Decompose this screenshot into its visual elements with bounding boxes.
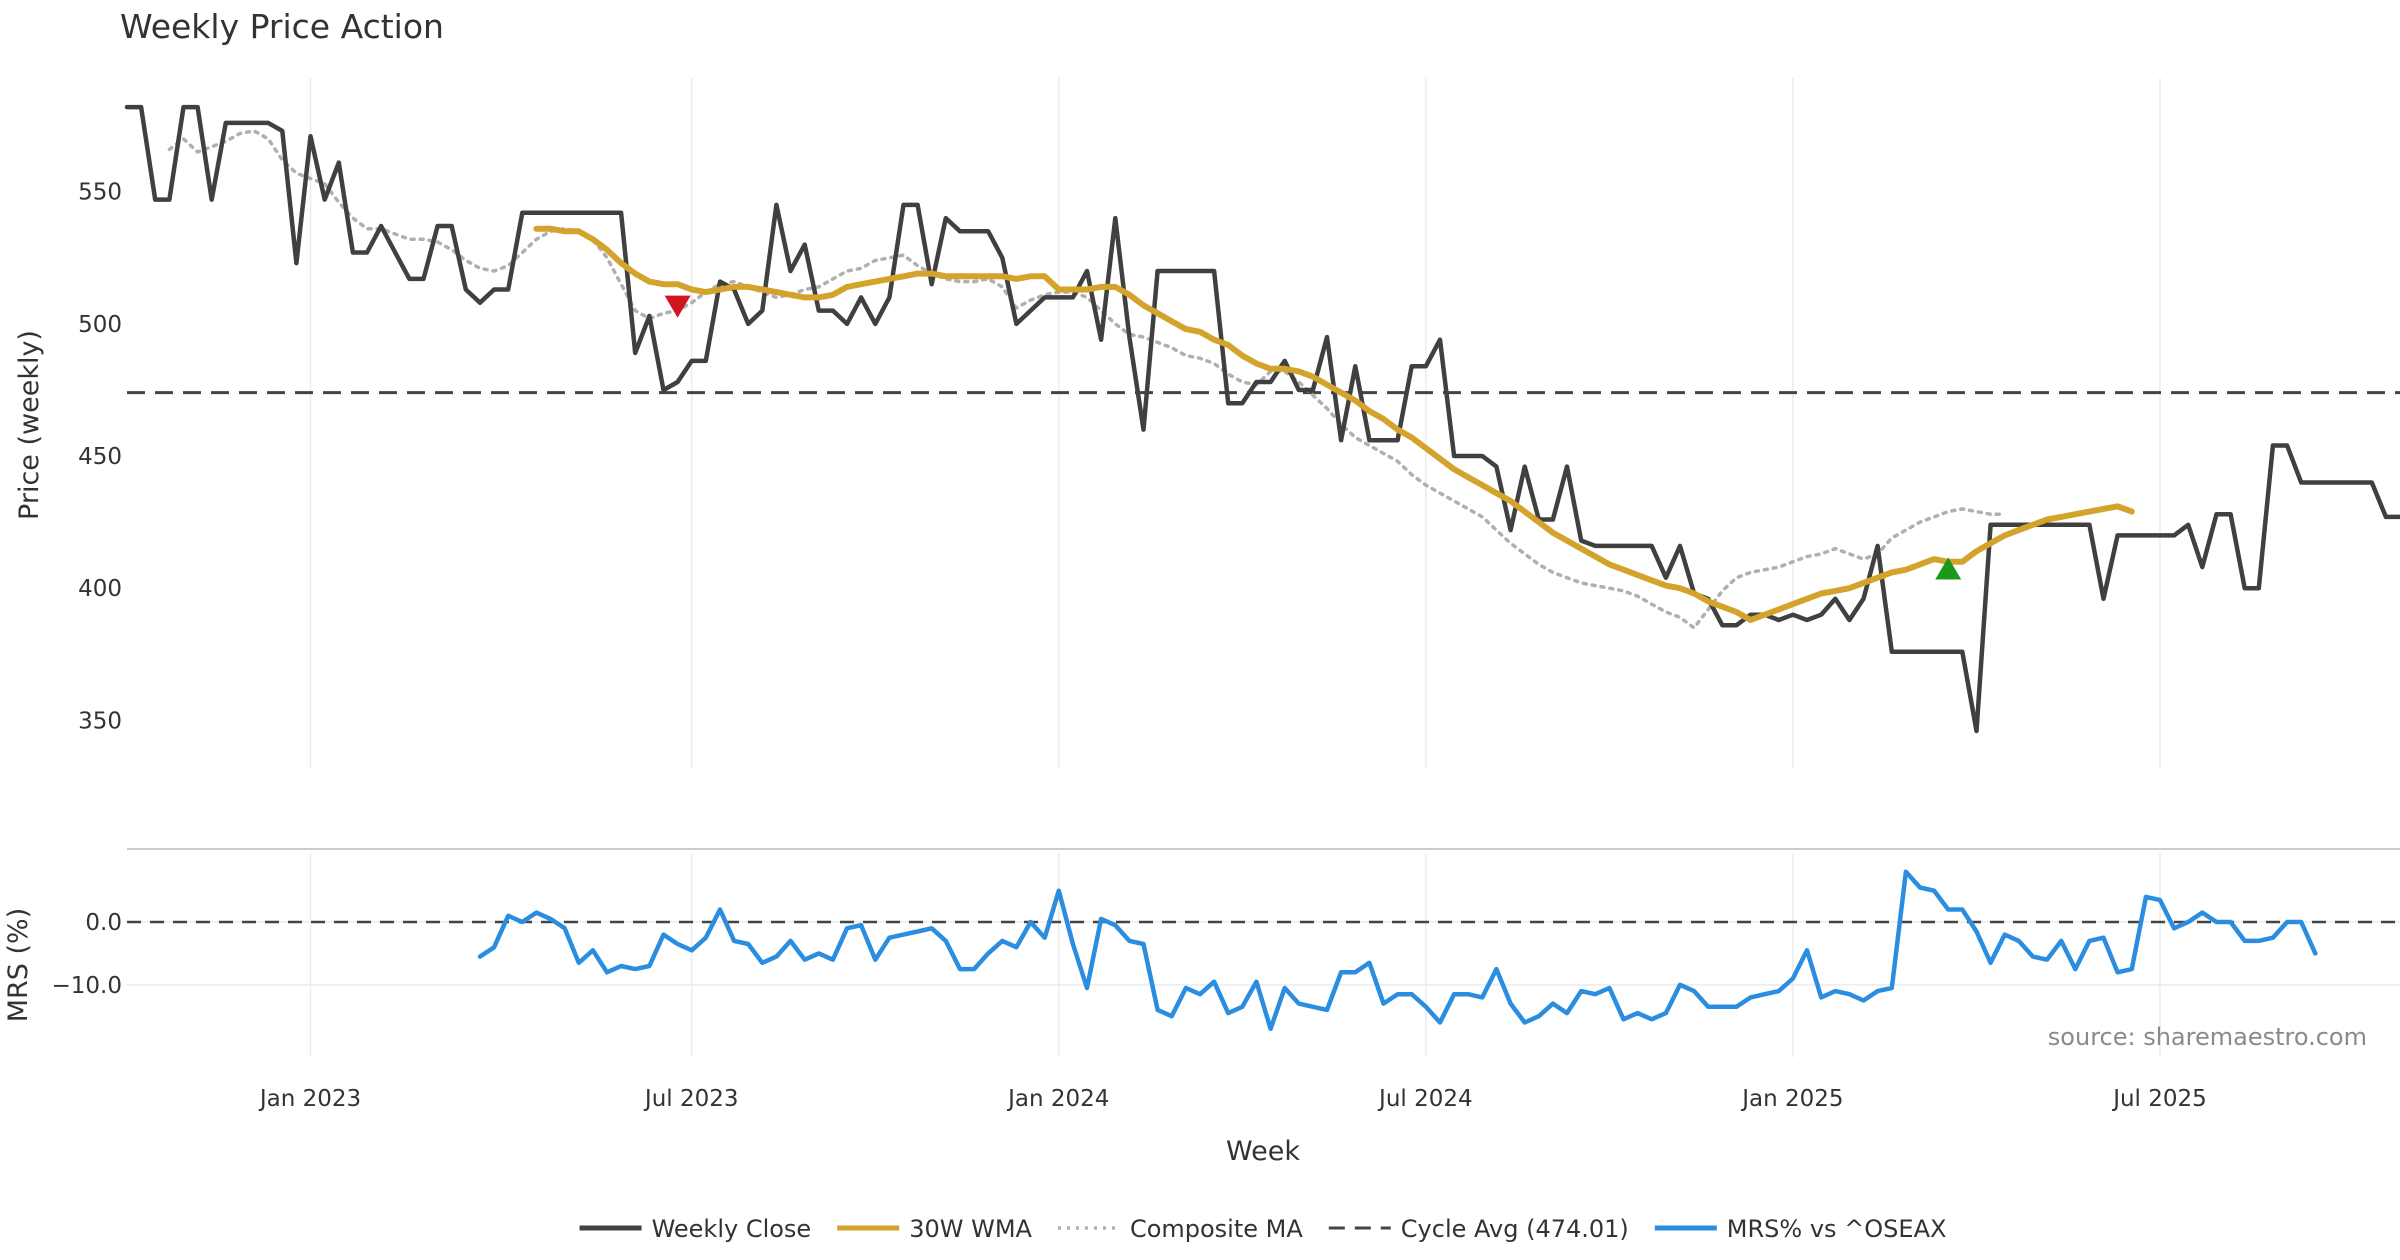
legend-label-cycle-avg-474-01: Cycle Avg (474.01) xyxy=(1401,1215,1629,1243)
sell-signal-marker xyxy=(664,295,691,318)
price-series-group xyxy=(124,104,2400,734)
price-panel-grid xyxy=(309,78,2161,768)
price-y-tick-label: 400 xyxy=(78,576,122,602)
legend-label-weekly-close: Weekly Close xyxy=(652,1215,812,1243)
x-tick-label: Jul 2025 xyxy=(2111,1086,2207,1112)
chart-title: Weekly Price Action xyxy=(120,7,444,46)
legend-label-30w-wma: 30W WMA xyxy=(909,1215,1032,1243)
x-tick-label: Jan 2024 xyxy=(1006,1086,1109,1112)
mrs-line xyxy=(477,869,2318,1032)
mrs-y-axis-label: MRS (%) xyxy=(3,908,34,1023)
mrs-y-tick-label: 0.0 xyxy=(85,910,122,936)
x-tick-label: Jan 2023 xyxy=(258,1086,361,1112)
x-axis-label: Week xyxy=(1226,1136,1300,1167)
composite-ma-line xyxy=(167,129,2007,630)
mrs-y-ticks: 0.0 −10.0 xyxy=(52,910,122,999)
x-tick-label: Jan 2025 xyxy=(1740,1086,1843,1112)
buy-signal-marker xyxy=(1935,557,1962,580)
weekly-close-line xyxy=(124,104,2400,734)
legend-label-mrs-vs-oseax: MRS% vs ^OSEAX xyxy=(1727,1215,1947,1243)
x-tick-label: Jul 2024 xyxy=(1377,1086,1473,1112)
30w-wma-line xyxy=(533,225,2135,623)
price-y-tick-label: 500 xyxy=(78,312,122,338)
price-y-tick-label: 350 xyxy=(78,708,122,734)
signal-markers xyxy=(664,295,1962,580)
x-axis-ticks: Jan 2023 Jul 2023 Jan 2024 Jul 2024 Jan 2025… xyxy=(258,1086,2207,1112)
price-y-tick-label: 550 xyxy=(78,180,122,206)
x-tick-label: Jul 2023 xyxy=(643,1086,739,1112)
legend-label-composite-ma: Composite MA xyxy=(1130,1215,1303,1243)
price-y-ticks: 350 400 450 500 550 xyxy=(78,180,122,735)
chart-legend: Weekly Close 30W WMA Composite MA Cycle Avg… xyxy=(579,1215,1947,1243)
mrs-series-group xyxy=(127,869,2400,1032)
mrs-y-tick-label: −10.0 xyxy=(52,973,122,999)
price-y-axis-label: Price (weekly) xyxy=(14,330,45,520)
source-credit: source: sharemaestro.com xyxy=(2048,1023,2367,1051)
price-y-tick-label: 450 xyxy=(78,444,122,470)
